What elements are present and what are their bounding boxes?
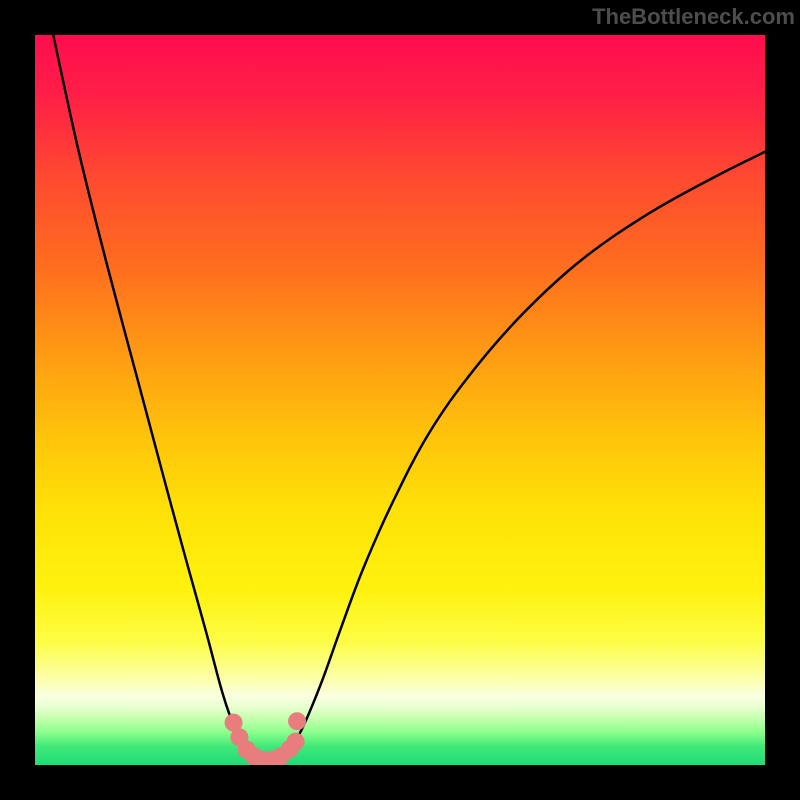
data-marker xyxy=(288,712,306,730)
plot-area-gradient xyxy=(35,35,765,765)
bottleneck-chart: TheBottleneck.com xyxy=(0,0,800,800)
data-marker xyxy=(287,733,305,751)
chart-container: TheBottleneck.com xyxy=(0,0,800,800)
attribution-text: TheBottleneck.com xyxy=(592,4,795,29)
